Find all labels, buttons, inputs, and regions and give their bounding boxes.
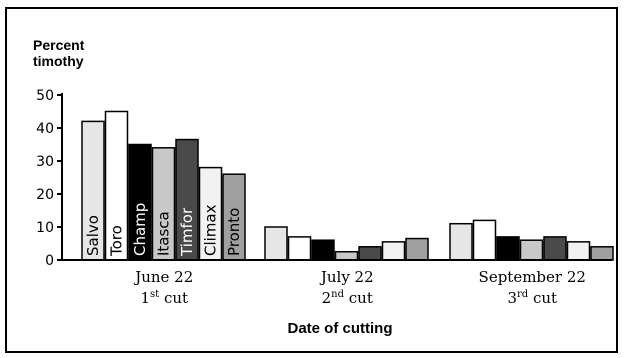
bars: Salvo Toro Champ Itasca Timfor Climax Pronto <box>81 110 614 261</box>
bar-label-champ: Champ <box>131 203 149 256</box>
bar-label-climax: Climax <box>202 204 220 256</box>
bar-toro-2 <box>287 236 312 261</box>
bar-timfor-2 <box>358 246 382 261</box>
bar-label-pronto: Pronto <box>225 208 243 256</box>
y-axis-label-line1: Percent <box>33 37 85 53</box>
bar-pronto-2 <box>405 237 429 261</box>
bar-itasca-2 <box>334 251 359 261</box>
bar-climax-2 <box>381 241 406 261</box>
y-axis-label-line2: timothy <box>33 53 84 69</box>
category-labels: June 22 1st cut July 22 2nd cut September 22… <box>133 268 586 307</box>
category-cut-label: 2nd cut <box>322 289 373 307</box>
bar-timfor-3 <box>543 236 567 261</box>
category-date-label: June 22 <box>133 268 193 286</box>
category-cut-label: 3rd cut <box>507 289 557 307</box>
bar-pronto-3 <box>590 246 614 261</box>
bar-label-salvo: Salvo <box>84 215 102 256</box>
category-cut-label: 1st cut <box>140 289 188 307</box>
y-tick-label: 30 <box>36 154 54 170</box>
category-date-label: July 22 <box>319 268 374 286</box>
y-tick-label: 40 <box>36 121 54 137</box>
bar-label-toro: Toro <box>108 225 126 257</box>
y-tick-label: 0 <box>45 253 54 269</box>
bar-salvo-3 <box>449 222 473 261</box>
category-date-label: September 22 <box>479 268 586 286</box>
bar-champ-3 <box>496 236 520 261</box>
bar-salvo-2 <box>264 226 288 261</box>
y-tick-label: 10 <box>36 220 54 236</box>
bar-itasca-3 <box>519 239 544 261</box>
y-tick-label: 20 <box>36 187 54 203</box>
bar-label-itasca: Itasca <box>155 211 173 256</box>
y-axis-ticks: 0 10 20 30 40 50 <box>36 88 62 269</box>
x-axis-title: Date of cutting <box>288 320 393 337</box>
y-tick-label: 50 <box>36 88 54 104</box>
bar-champ-2 <box>311 239 335 261</box>
bar-climax-3 <box>566 241 591 261</box>
bar-label-timfor: Timfor <box>178 207 196 257</box>
bar-toro-3 <box>472 219 497 261</box>
